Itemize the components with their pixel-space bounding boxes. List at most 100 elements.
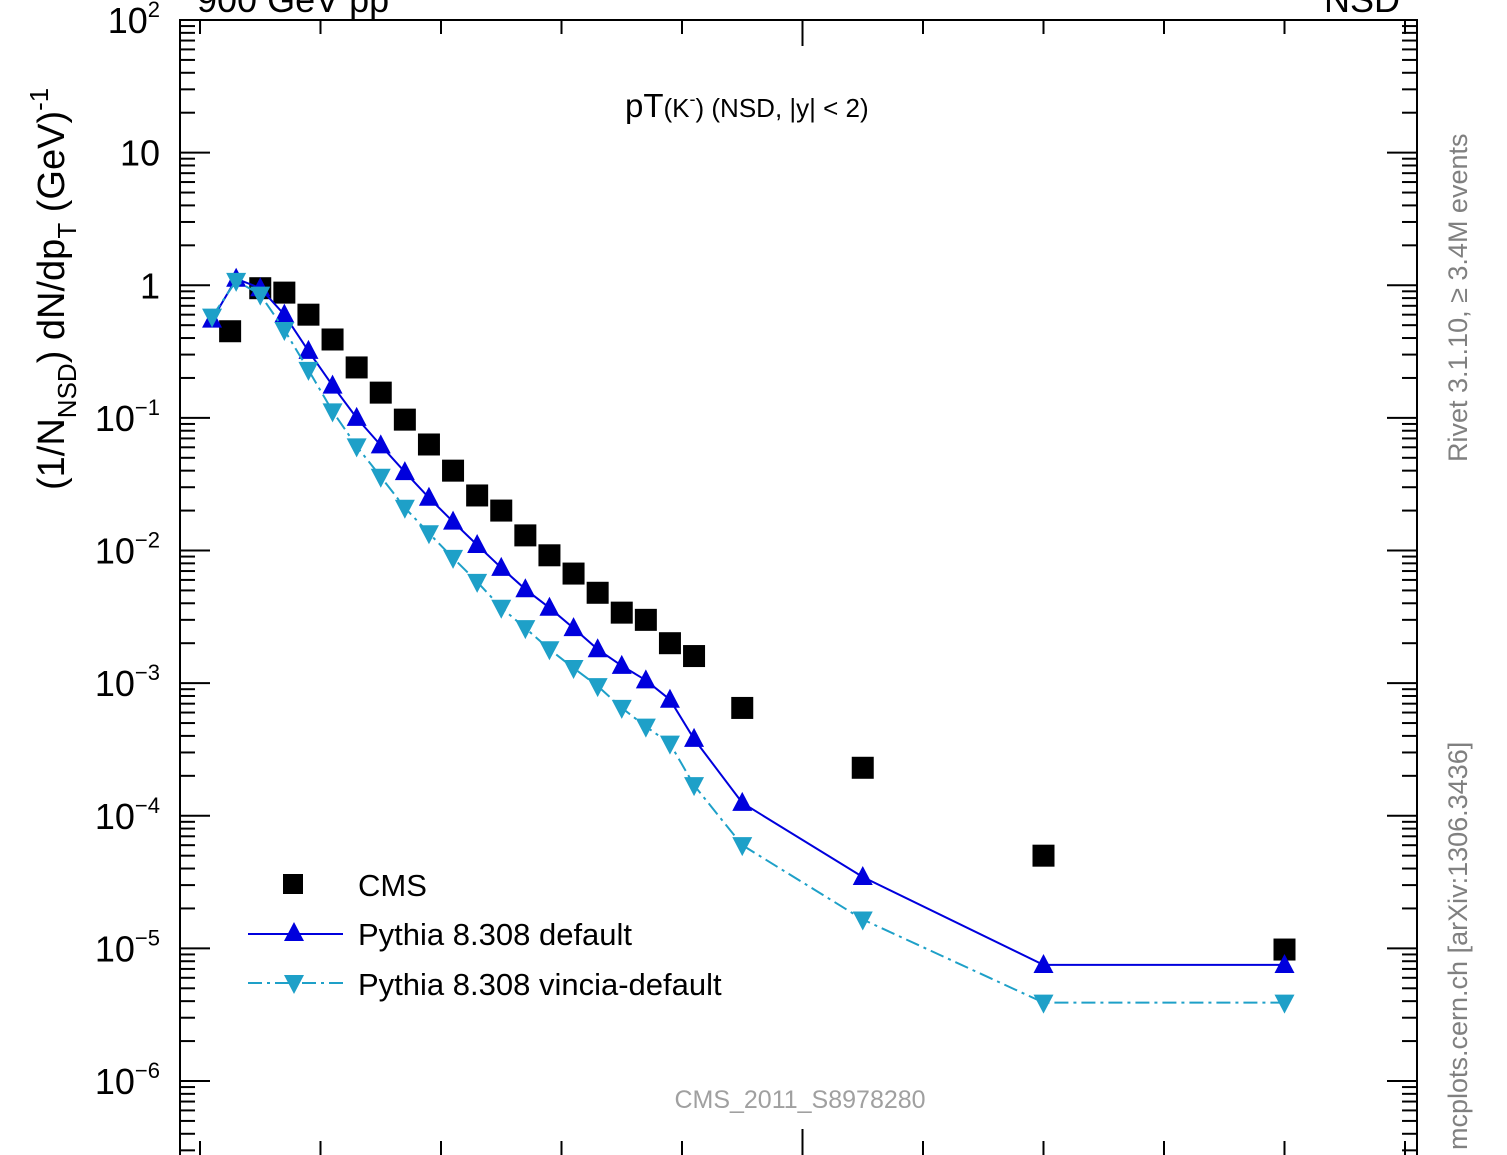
data-point — [370, 468, 391, 488]
data-point — [467, 534, 488, 554]
data-point — [322, 374, 343, 394]
data-point — [683, 645, 706, 668]
data-point — [274, 321, 295, 341]
y-tick-label: 10 — [120, 133, 160, 174]
data-point — [1274, 953, 1295, 973]
data-point — [684, 727, 705, 747]
data-point — [442, 459, 465, 482]
data-point — [1032, 844, 1055, 867]
data-point — [515, 620, 536, 640]
legend-marker-pythia-vincia — [284, 975, 304, 994]
data-point — [635, 669, 656, 689]
data-point — [611, 699, 632, 719]
data-point — [345, 356, 368, 379]
data-point — [321, 328, 344, 351]
data-point — [443, 510, 464, 530]
data-point — [563, 617, 584, 637]
data-point — [539, 641, 560, 661]
data-point — [298, 361, 319, 381]
data-point — [274, 303, 295, 323]
data-point — [443, 549, 464, 569]
legend-marker-cms — [283, 874, 303, 894]
chart-title: pT(K-) (NSD, |y| < 2) — [625, 87, 869, 124]
data-point — [515, 578, 536, 598]
data-point — [732, 837, 753, 857]
data-point — [322, 403, 343, 423]
data-point — [634, 608, 657, 631]
data-point — [659, 688, 680, 708]
series-line — [211, 277, 1285, 966]
data-point — [250, 286, 271, 306]
y-tick-labels: 102 10 1 10−1 10−2 10−3 10−4 10−5 10−6 — [95, 0, 160, 1102]
data-point — [418, 486, 439, 506]
data-point — [659, 735, 680, 755]
data-point — [562, 562, 585, 585]
data-point — [731, 696, 754, 719]
legend-label-cms: CMS — [358, 868, 427, 903]
data-point — [587, 678, 608, 698]
data-point — [393, 408, 416, 431]
analysis-reference: CMS_2011_S8978280 — [674, 1086, 925, 1114]
series-2 — [202, 272, 1295, 1014]
data-point — [1033, 994, 1054, 1014]
legend-label-pythia-default: Pythia 8.308 default — [358, 917, 632, 952]
data-point — [418, 525, 439, 545]
legend-label-pythia-vincia: Pythia 8.308 vincia-default — [358, 967, 722, 1002]
y-axis-label: (1/NNSD) dN/dpT (GeV)-1 — [24, 88, 82, 490]
data-point — [466, 484, 489, 507]
y-tick-label: 10−1 — [95, 395, 160, 439]
data-point — [658, 632, 681, 655]
y-tick-label: 10−3 — [95, 660, 160, 704]
data-point — [202, 308, 223, 328]
data-point — [394, 461, 415, 481]
data-point — [1273, 938, 1296, 961]
data-point — [514, 524, 537, 547]
y-tick-label: 10−2 — [95, 528, 160, 572]
data-point — [732, 791, 753, 811]
data-point — [851, 756, 874, 779]
data-point — [467, 573, 488, 593]
data-point — [369, 381, 392, 404]
axis-ticks — [180, 19, 1417, 1155]
data-point — [219, 320, 242, 343]
data-point — [346, 406, 367, 426]
data-point — [491, 599, 512, 619]
data-point — [586, 581, 609, 604]
data-point — [611, 654, 632, 674]
y-tick-label: 10−5 — [95, 925, 160, 969]
data-point — [226, 272, 247, 292]
data-point — [852, 911, 873, 931]
rivet-label: Rivet 3.1.10, ≥ 3.4M events — [1443, 134, 1473, 462]
data-point — [346, 438, 367, 458]
process-label: NSD — [1324, 0, 1400, 20]
data-point — [610, 601, 633, 624]
plot-frame — [179, 19, 1418, 1155]
data-point — [1274, 994, 1295, 1014]
data-point — [635, 718, 656, 738]
series-0 — [219, 277, 1296, 961]
data-point — [273, 281, 296, 304]
y-tick-label: 10−6 — [95, 1058, 160, 1102]
data-point — [490, 499, 513, 522]
mcplots-label: mcplots.cern.ch [arXiv:1306.3436] — [1443, 742, 1473, 1150]
data-point — [538, 544, 561, 567]
y-tick-label: 1 — [140, 265, 160, 306]
data-point — [491, 556, 512, 576]
data-point — [297, 303, 320, 326]
series-layer — [202, 267, 1296, 1014]
data-point — [417, 433, 440, 456]
data-point — [563, 660, 584, 680]
data-point — [539, 596, 560, 616]
series-1 — [202, 267, 1295, 973]
legend-marker-pythia-default — [284, 922, 304, 941]
data-point — [684, 777, 705, 797]
y-tick-label: 102 — [108, 0, 160, 41]
energy-label: 900 GeV pp — [197, 0, 389, 20]
legend: CMS Pythia 8.308 default Pythia 8.308 vi… — [248, 868, 722, 1002]
y-tick-label: 10−4 — [95, 793, 160, 837]
data-point — [298, 339, 319, 359]
data-point — [587, 638, 608, 658]
data-point — [1033, 953, 1054, 973]
data-point — [852, 866, 873, 886]
